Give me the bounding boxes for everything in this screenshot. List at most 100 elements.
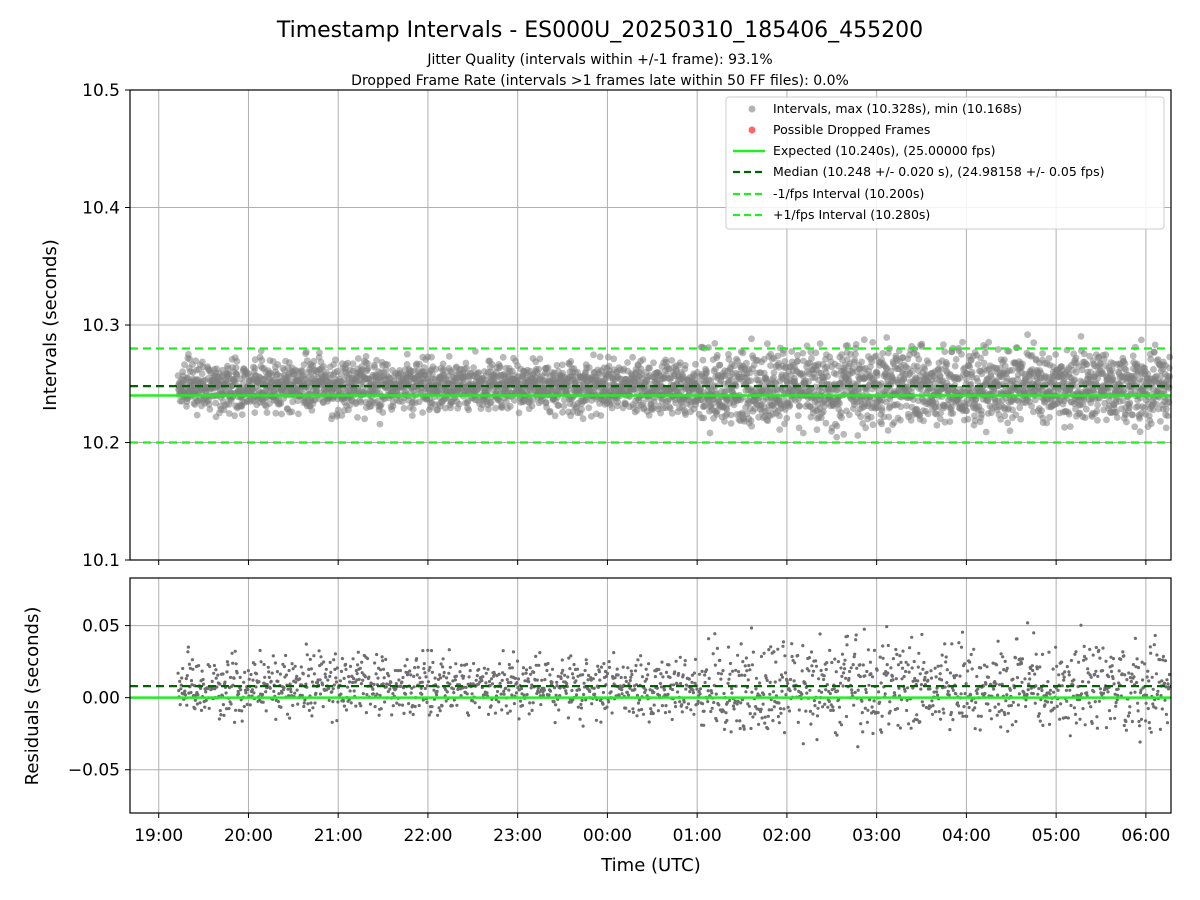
residual-point [309, 701, 313, 705]
residual-point [546, 661, 550, 666]
interval-point [933, 421, 941, 429]
residual-point [267, 675, 271, 680]
residual-point [515, 659, 520, 663]
residual-point [277, 692, 281, 696]
residual-point [545, 668, 549, 673]
residual-point [422, 667, 426, 671]
interval-point [1126, 399, 1134, 407]
residual-point [485, 691, 489, 695]
residual-point [203, 705, 207, 709]
residual-point [208, 664, 212, 669]
residual-point [630, 672, 634, 677]
residual-point [438, 709, 442, 713]
residual-point [380, 655, 384, 659]
residual-point [178, 703, 182, 707]
residual-point [640, 675, 645, 679]
interval-point [649, 405, 657, 412]
residual-point [347, 675, 351, 679]
residual-point [502, 692, 506, 696]
residual-point [687, 677, 691, 681]
interval-point [1157, 418, 1164, 425]
residual-point [181, 666, 185, 671]
residual-point [226, 663, 230, 667]
interval-point [958, 351, 965, 358]
interval-point [272, 409, 280, 417]
residual-point [490, 682, 495, 686]
residual-point [193, 698, 197, 702]
residual-point [500, 678, 504, 683]
residual-point [582, 692, 586, 697]
residual-point [582, 681, 586, 685]
residual-point [593, 692, 597, 696]
interval-point [681, 361, 689, 369]
residual-point [400, 703, 405, 707]
residual-point [428, 665, 432, 670]
residual-point [564, 691, 568, 696]
residual-point [318, 678, 322, 682]
residual-point [334, 676, 338, 680]
residual-point [627, 709, 631, 713]
interval-point [816, 340, 824, 347]
interval-point [447, 404, 454, 412]
residual-point [634, 663, 638, 668]
residual-point [373, 705, 377, 709]
residual-point [548, 689, 553, 693]
interval-point [940, 341, 947, 349]
residual-point [397, 678, 401, 682]
residual-point [570, 672, 575, 676]
residual-point [475, 674, 479, 678]
residual-point [430, 670, 434, 674]
residual-point [330, 690, 334, 694]
residual-point [626, 666, 630, 670]
interval-point [852, 350, 859, 358]
residual-point [291, 703, 295, 708]
interval-point [288, 408, 296, 416]
residual-point [607, 665, 612, 670]
interval-point [869, 338, 877, 346]
residual-point [189, 690, 193, 695]
residual-point [528, 666, 532, 670]
interval-point [799, 349, 807, 357]
interval-point [1138, 336, 1145, 344]
residual-point [667, 663, 671, 667]
residual-point [373, 661, 377, 665]
residual-point [429, 710, 433, 714]
interval-point [582, 396, 590, 404]
legend-entry-plus-fps: +1/fps Interval (10.280s) [773, 207, 930, 222]
residual-point [666, 692, 670, 697]
residual-point [200, 669, 204, 673]
residual-point [444, 699, 448, 703]
residual-point [264, 709, 268, 713]
residual-point [424, 675, 428, 679]
residual-point [327, 686, 331, 691]
interval-point [1166, 353, 1174, 361]
residual-point [439, 676, 443, 680]
residual-point [433, 676, 437, 680]
interval-point [764, 340, 771, 348]
residual-point [204, 690, 208, 694]
interval-point [535, 365, 543, 373]
residual-point [390, 713, 394, 717]
residual-point [196, 693, 200, 697]
interval-point [854, 432, 862, 439]
residual-point [245, 702, 249, 707]
interval-point [980, 359, 988, 367]
residual-point [566, 675, 570, 679]
residual-point [223, 680, 227, 684]
residual-point [319, 655, 323, 659]
residual-point [413, 666, 417, 670]
interval-point [833, 433, 841, 441]
interval-point [629, 353, 636, 361]
residual-point [402, 711, 406, 716]
residual-point [282, 665, 286, 669]
residual-point [273, 661, 277, 665]
interval-point [624, 359, 631, 366]
residual-point [571, 676, 576, 680]
interval-point [470, 364, 477, 371]
residual-point [176, 671, 180, 675]
residual-point [217, 717, 221, 721]
residual-point [204, 698, 208, 703]
residual-point [527, 712, 531, 716]
interval-point [1083, 405, 1090, 413]
interval-point [897, 403, 905, 411]
